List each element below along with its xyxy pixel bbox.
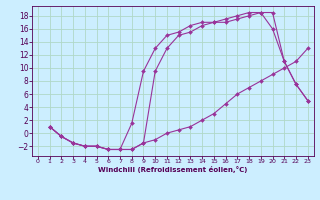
X-axis label: Windchill (Refroidissement éolien,°C): Windchill (Refroidissement éolien,°C) [98,166,247,173]
